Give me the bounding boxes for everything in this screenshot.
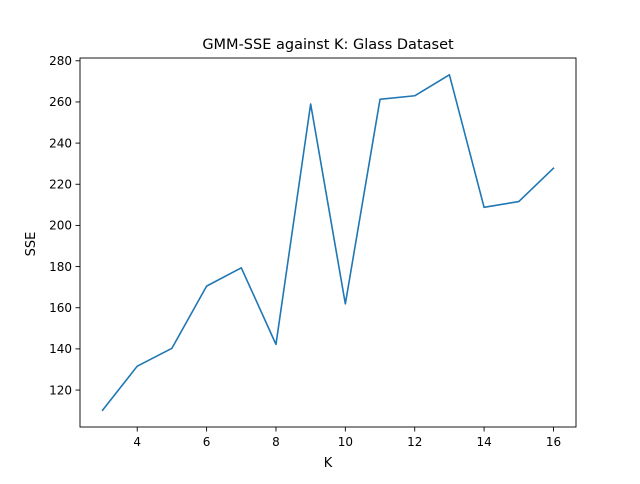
x-tick-label: 12	[407, 435, 422, 449]
y-tick-label: 220	[49, 178, 72, 192]
x-tick-label: 16	[546, 435, 561, 449]
x-tick-label: 14	[476, 435, 491, 449]
y-tick-label: 200	[49, 219, 72, 233]
x-tick-label: 8	[272, 435, 280, 449]
plot-area	[79, 57, 577, 428]
y-tick-label: 280	[49, 54, 72, 68]
x-axis-ticks: 4 6 8 10 12 14 16	[133, 427, 561, 449]
y-tick-label: 140	[49, 342, 72, 356]
y-tick-label: 240	[49, 136, 72, 150]
y-tick-label: 120	[49, 383, 72, 397]
x-tick-label: 6	[203, 435, 211, 449]
plot-background	[80, 58, 576, 427]
x-tick-label: 4	[133, 435, 141, 449]
chart-title: GMM-SSE against K: Glass Dataset	[202, 37, 454, 53]
y-tick-label: 160	[49, 301, 72, 315]
axes-frame	[79, 57, 577, 428]
y-axis-ticks: 120 140 160 180 200 220 240 260 280	[49, 54, 80, 397]
series-line-0	[101, 73, 555, 412]
x-axis-label: K	[324, 456, 333, 471]
y-tick-label: 260	[49, 95, 72, 109]
y-axis-label: SSE	[24, 232, 39, 257]
x-tick-label: 10	[338, 435, 353, 449]
y-tick-label: 180	[49, 260, 72, 274]
